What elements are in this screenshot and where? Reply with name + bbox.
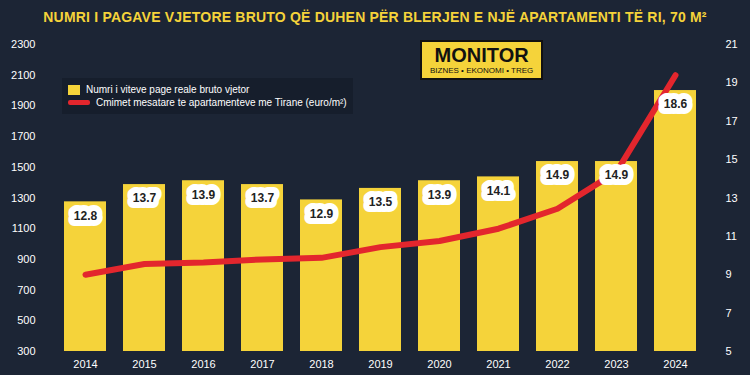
svg-text:12.9: 12.9 <box>310 207 334 221</box>
svg-text:2022: 2022 <box>545 358 569 370</box>
html-text:Numri i viteve page reale brut: Numri i viteve page reale bruto vjetor <box>86 84 250 95</box>
svg-text:13.7: 13.7 <box>251 191 275 205</box>
svg-text:2015: 2015 <box>132 358 156 370</box>
svg-text:14.9: 14.9 <box>605 168 629 182</box>
svg-text:2018: 2018 <box>309 358 333 370</box>
svg-text:2300: 2300 <box>11 38 35 50</box>
svg-text:13: 13 <box>726 192 738 204</box>
svg-text:11: 11 <box>726 230 737 242</box>
html-text:MONITOR: MONITOR <box>434 44 529 66</box>
svg-text:2023: 2023 <box>604 358 628 370</box>
svg-text:13.9: 13.9 <box>192 188 216 202</box>
svg-text:5: 5 <box>726 345 732 357</box>
svg-text:15: 15 <box>726 153 738 165</box>
svg-text:13.5: 13.5 <box>369 195 393 209</box>
svg-text:21: 21 <box>726 38 738 50</box>
html-text:Cmimet mesatare te apartamente: Cmimet mesatare te apartamenteve me Tira… <box>96 97 347 108</box>
svg-text:2021: 2021 <box>486 358 510 370</box>
svg-text:2019: 2019 <box>368 358 392 370</box>
svg-text:1900: 1900 <box>11 99 35 111</box>
svg-text:2100: 2100 <box>11 69 35 81</box>
svg-text:14.9: 14.9 <box>546 168 570 182</box>
svg-text:900: 900 <box>17 253 35 265</box>
svg-text:13.9: 13.9 <box>428 188 452 202</box>
svg-text:1700: 1700 <box>11 130 35 142</box>
svg-text:2014: 2014 <box>73 358 97 370</box>
svg-text:2016: 2016 <box>191 358 215 370</box>
svg-text:14.1: 14.1 <box>487 184 511 198</box>
svg-text:500: 500 <box>17 314 35 326</box>
svg-text:17: 17 <box>726 115 738 127</box>
svg-text:2020: 2020 <box>427 358 451 370</box>
svg-text:13.7: 13.7 <box>133 191 157 205</box>
svg-text:12.8: 12.8 <box>74 209 98 223</box>
svg-text:19: 19 <box>726 76 738 88</box>
svg-text:2024: 2024 <box>663 358 687 370</box>
svg-text:700: 700 <box>17 284 35 296</box>
svg-text:18.6: 18.6 <box>664 97 688 111</box>
svg-text:7: 7 <box>726 307 732 319</box>
svg-text:1300: 1300 <box>11 192 35 204</box>
svg-text:1100: 1100 <box>12 222 36 234</box>
svg-text:300: 300 <box>17 345 35 357</box>
svg-text:2017: 2017 <box>250 358 274 370</box>
html-text:BIZNES • EKONOMI • TREG: BIZNES • EKONOMI • TREG <box>430 66 534 75</box>
html-text:NUMRI I PAGAVE VJETORE BRUTO Q: NUMRI I PAGAVE VJETORE BRUTO QË DUHEN PË… <box>43 9 707 25</box>
svg-text:9: 9 <box>726 268 732 280</box>
svg-text:1500: 1500 <box>11 161 35 173</box>
